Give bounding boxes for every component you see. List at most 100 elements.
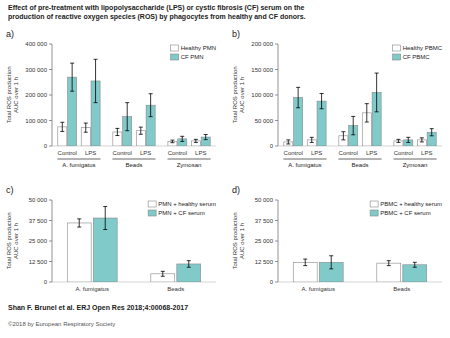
y-axis <box>278 44 279 146</box>
error-bar <box>187 261 191 268</box>
group-bracket <box>112 159 155 160</box>
error-bar <box>94 59 98 102</box>
x-tick-label: LPS <box>85 150 96 156</box>
y-tick-label: 37 500 <box>255 218 274 224</box>
x-tick-label: LPS <box>140 150 151 156</box>
figure: Effect of pre-treatment with lipopolysac… <box>0 0 450 338</box>
x-tick-label: LPS <box>421 150 432 156</box>
error-bar <box>70 63 74 91</box>
legend: PMN + healthy serum PMN + CF serum <box>148 201 216 216</box>
y-tick-label: 37 500 <box>29 218 48 224</box>
panel: a)0100 000200 000300 000400 000Total ROS… <box>6 29 216 168</box>
legend-swatch <box>370 201 378 207</box>
error-bar <box>406 137 410 142</box>
y-tick-label: 50 000 <box>255 197 274 203</box>
legend-label: Healthy PMN <box>181 45 216 51</box>
group-label: Beads <box>351 162 368 168</box>
y-tick <box>49 220 52 221</box>
y-tick-label: 200 000 <box>251 41 273 47</box>
legend-swatch <box>393 54 401 60</box>
bar <box>67 223 91 282</box>
y-tick <box>275 44 278 45</box>
error-bar <box>413 262 417 267</box>
y-tick-label: 150 000 <box>251 67 273 73</box>
error-bar <box>77 219 81 227</box>
group-bracket <box>394 159 437 160</box>
legend-swatch <box>171 54 179 60</box>
legend-label: Healthy PBMC <box>403 45 443 51</box>
panel-label: a) <box>6 29 14 39</box>
error-bar <box>396 139 400 142</box>
y-axis-label: Total ROS productionAUC over 1 h <box>232 212 245 269</box>
error-bar <box>149 94 153 117</box>
legend-label: PMN + healthy serum <box>158 201 216 207</box>
group-label: A. fumigatus <box>288 162 321 168</box>
y-axis-label: Total ROS productionAUC over 1 h <box>6 66 19 123</box>
y-tick <box>275 261 278 262</box>
y-tick <box>275 241 278 242</box>
y-axis-label-line: Total ROS production <box>6 66 12 123</box>
error-bar <box>170 140 174 143</box>
y-tick <box>49 120 52 121</box>
error-bar <box>320 93 324 108</box>
group-bracket <box>338 159 381 160</box>
group-bracket <box>283 159 326 160</box>
legend-label: PMN + CF serum <box>158 210 205 216</box>
error-bar <box>341 132 345 140</box>
marks <box>284 73 436 146</box>
x-tick-label: LPS <box>311 150 322 156</box>
y-axis-label-line: Total ROS production <box>232 212 238 269</box>
error-bar <box>365 104 369 122</box>
panel-label: d) <box>232 185 240 195</box>
legend-label: CF PBMC <box>403 54 431 60</box>
error-bar <box>387 261 391 266</box>
marks <box>67 207 200 282</box>
error-bar <box>194 139 198 142</box>
y-tick <box>49 95 52 96</box>
y-axis-label-line: AUC over 1 h <box>239 223 245 259</box>
x-tick-label: Control <box>58 150 77 156</box>
y-axis-label-line: Total ROS production <box>6 212 12 269</box>
y-axis-label-line: AUC over 1 h <box>13 223 19 259</box>
y-axis <box>278 200 279 282</box>
error-bar <box>115 128 119 135</box>
group-label: Beads <box>125 162 142 168</box>
y-axis-label: Total ROS productionAUC over 1 h <box>6 212 19 269</box>
x-tick-label: Beads <box>393 286 410 292</box>
x-tick-label: Control <box>168 150 187 156</box>
error-bar <box>430 129 434 136</box>
y-axis-label-line: AUC over 1 h <box>239 77 245 113</box>
error-bar <box>286 140 290 144</box>
y-tick-label: 100 000 <box>251 92 273 98</box>
marks <box>293 256 426 282</box>
error-bar <box>103 207 107 230</box>
error-bar <box>60 122 64 131</box>
title: Effect of pre-treatment with lipopolysac… <box>8 4 304 12</box>
x-tick-label: Control <box>394 150 413 156</box>
footer: ©2018 by European Respiratory Society <box>8 321 115 327</box>
citation: Shan F. Brunel et al. ERJ Open Res 2018;… <box>8 304 188 312</box>
y-tick <box>49 146 52 147</box>
subtitle: production of reactive oxygen species (R… <box>8 13 306 21</box>
error-bar <box>420 138 424 142</box>
y-tick <box>275 120 278 121</box>
y-tick-label: 12 500 <box>29 259 48 265</box>
y-tick-label: 200 000 <box>25 92 47 98</box>
y-axis <box>52 44 53 146</box>
y-tick-label: 50 000 <box>29 197 48 203</box>
x-tick-label: A. fumigatus <box>302 286 335 292</box>
y-tick <box>49 282 52 283</box>
legend-swatch <box>393 45 401 51</box>
error-bar <box>84 123 88 132</box>
group-bracket <box>168 159 211 160</box>
y-tick-label: 400 000 <box>25 41 47 47</box>
error-bar <box>329 256 333 269</box>
y-tick-label: 50 000 <box>255 118 274 124</box>
panel: c)012 50025 00037 50050 000Total ROS pro… <box>6 185 216 292</box>
group-label: Zymosan <box>177 162 202 168</box>
y-tick-label: 0 <box>44 279 48 285</box>
legend: Healthy PBMC CF PBMC <box>393 45 443 60</box>
legend: Healthy PMNCF PMN <box>171 45 216 60</box>
group-label: Zymosan <box>403 162 428 168</box>
legend-label: PBMC + healthy serum <box>380 201 442 207</box>
